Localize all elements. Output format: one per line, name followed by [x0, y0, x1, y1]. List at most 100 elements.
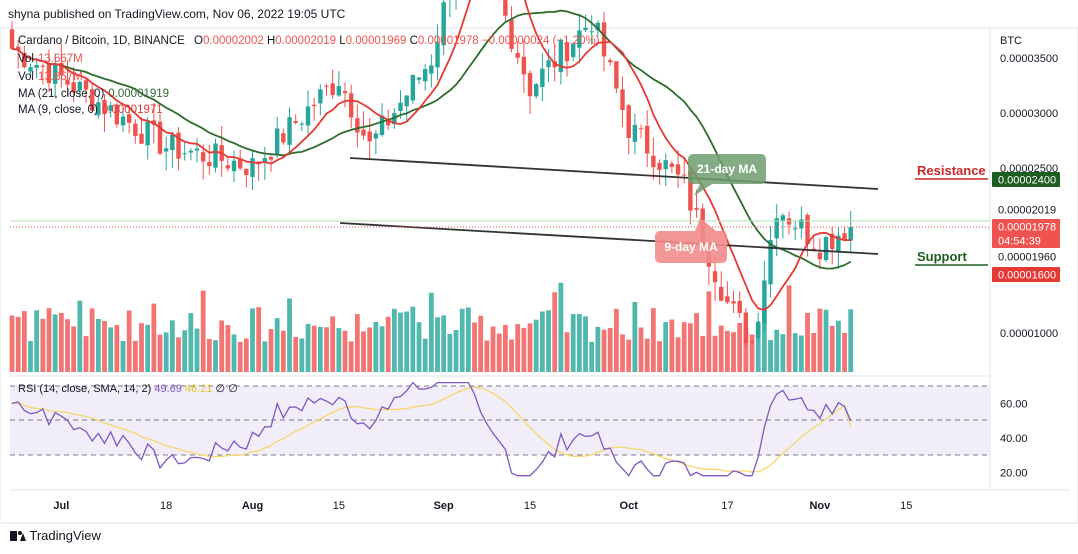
- support-label: Support: [917, 249, 967, 264]
- candle-body: [663, 160, 668, 170]
- ma9-callout-label: 9-day MA: [664, 240, 718, 254]
- volume-bar: [422, 338, 428, 372]
- volume-bar: [163, 332, 169, 372]
- candle-body: [780, 215, 786, 221]
- candle: [540, 53, 545, 102]
- volume-bar: [755, 325, 761, 372]
- price-tag-label: 0.00001978: [998, 222, 1056, 234]
- candle-body: [743, 312, 749, 344]
- candle: [435, 24, 440, 81]
- volume-bar: [811, 332, 817, 372]
- rsi-sma-line: [11, 386, 852, 473]
- legend-vol-2[interactable]: Vol 13.667M: [18, 71, 83, 83]
- price-tag-label: 04:54:39: [998, 236, 1041, 248]
- candle-body: [305, 106, 311, 126]
- volume-bar: [589, 341, 595, 372]
- tradingview-logo[interactable]: TradingView: [10, 528, 101, 543]
- volume-bar: [182, 330, 188, 372]
- volume-bar: [262, 341, 268, 372]
- close-value: 0.00001978: [417, 35, 479, 47]
- volume-bar: [336, 328, 342, 372]
- candle-body: [540, 68, 545, 88]
- volume-bar: [650, 308, 656, 372]
- candle: [274, 116, 280, 159]
- candle: [645, 110, 650, 168]
- candle-body: [318, 89, 323, 104]
- candle-body: [274, 128, 280, 156]
- candle: [114, 102, 120, 128]
- candle: [614, 61, 619, 93]
- candle-body: [40, 65, 46, 67]
- volume-bar: [354, 314, 360, 372]
- candle: [657, 159, 662, 185]
- volume-bar: [40, 318, 46, 372]
- volume-bar: [342, 330, 348, 372]
- candle: [52, 53, 58, 98]
- volume-bar: [620, 334, 625, 372]
- candle: [564, 41, 570, 77]
- candle-body: [133, 123, 138, 136]
- candle: [626, 103, 631, 155]
- candle-body: [34, 65, 39, 68]
- volume-bar: [225, 325, 231, 372]
- volume-bar: [280, 330, 286, 372]
- candle: [108, 101, 113, 118]
- volume-bar: [348, 341, 354, 372]
- candle: [200, 144, 206, 180]
- volume-bar: [441, 315, 447, 372]
- candle: [22, 45, 27, 69]
- candle: [145, 117, 150, 160]
- candle-body: [379, 115, 385, 136]
- legend-ma9[interactable]: MA (9, close, 0) 0.00001971: [18, 104, 163, 116]
- volume-bar: [361, 331, 366, 372]
- candle: [336, 71, 342, 97]
- volume-bar: [139, 323, 144, 372]
- volume-bar: [447, 333, 453, 372]
- candle-body: [46, 62, 52, 84]
- candle-body: [823, 237, 829, 260]
- candle: [768, 226, 773, 298]
- symbol-line[interactable]: Cardano / Bitcoin, 1D, BINANCE: [18, 35, 185, 47]
- candle-body: [120, 116, 126, 126]
- volume-bar: [194, 328, 200, 372]
- candle-body: [126, 114, 132, 123]
- candle-body: [422, 69, 428, 82]
- candle: [669, 160, 675, 173]
- candle: [330, 69, 335, 99]
- candle: [455, 0, 457, 10]
- candle: [651, 137, 656, 180]
- candle: [422, 64, 428, 91]
- candle: [133, 119, 138, 144]
- candle-body: [59, 62, 64, 76]
- volume-bar: [83, 336, 89, 372]
- volume-bar: [132, 340, 138, 372]
- candle: [83, 77, 89, 103]
- volume-bar: [293, 336, 299, 372]
- volume-bar: [533, 319, 539, 372]
- volume-bar: [521, 327, 527, 372]
- volume-bar: [718, 325, 724, 372]
- candle-body: [299, 123, 305, 125]
- ma21-callout-label: 21-day MA: [697, 162, 757, 176]
- rsi-tick-label: 60.00: [1000, 398, 1028, 410]
- candle: [324, 83, 329, 96]
- volume-bar: [509, 339, 514, 372]
- volume-bar: [527, 323, 533, 372]
- volume-bar: [490, 326, 496, 372]
- legend-vol-1[interactable]: Vol 13.667M: [18, 53, 83, 65]
- currency-label: BTC: [1000, 35, 1022, 47]
- legend-ma21[interactable]: MA (21, close, 0) 0.00001919: [18, 88, 170, 100]
- candle-body: [817, 252, 823, 260]
- candle: [558, 38, 564, 85]
- candle: [287, 107, 292, 156]
- volume-bar: [694, 313, 699, 372]
- volume-bar: [200, 290, 206, 372]
- volume-bar: [65, 319, 70, 372]
- volume-bar: [546, 310, 551, 372]
- candle-body: [398, 102, 403, 111]
- candle-body: [89, 89, 95, 111]
- rsi-header[interactable]: RSI (14, close, SMA, 14, 2) 49.69 46.21 …: [18, 382, 238, 395]
- candle-body: [361, 129, 366, 136]
- price-tick-label: 0.00003000: [1000, 108, 1058, 120]
